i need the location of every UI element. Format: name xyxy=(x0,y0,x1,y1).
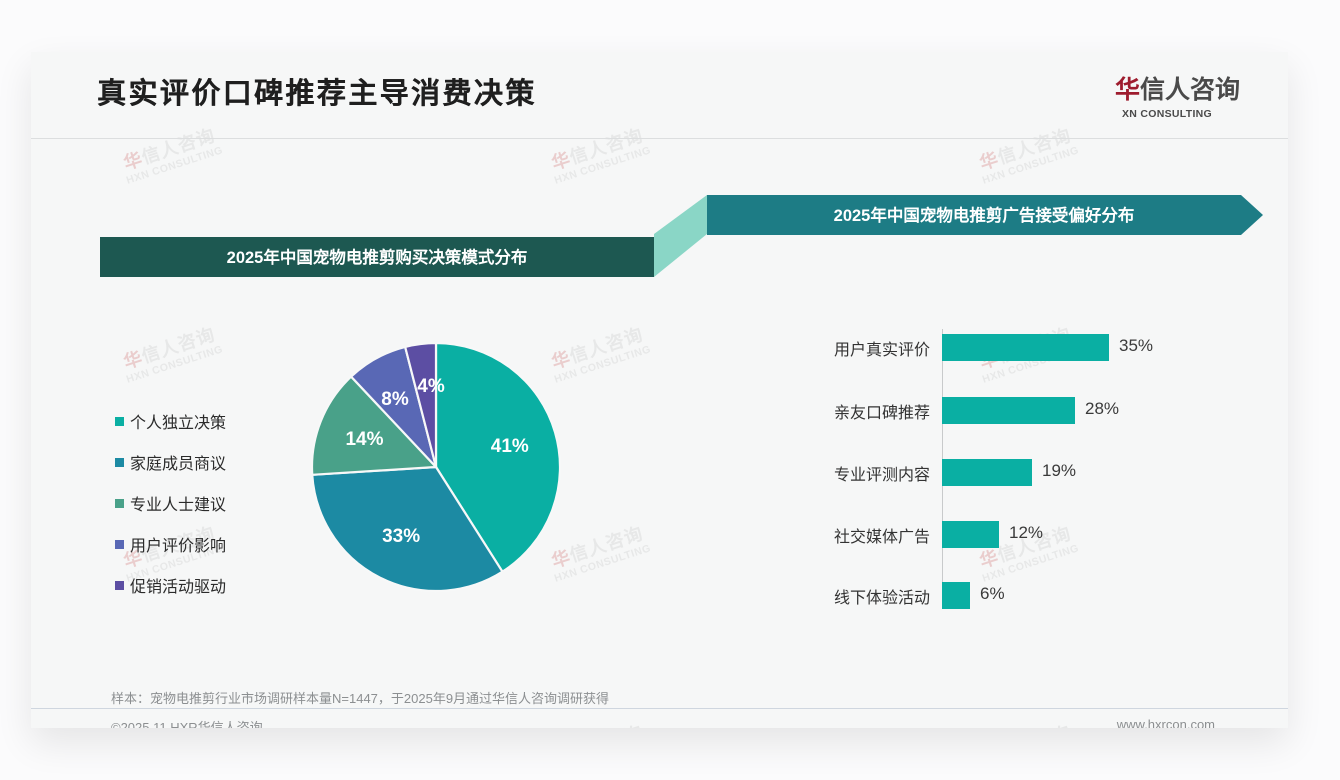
svg-text:14%: 14% xyxy=(345,429,383,450)
svg-text:4%: 4% xyxy=(417,376,445,397)
svg-text:8%: 8% xyxy=(381,389,409,410)
svg-text:41%: 41% xyxy=(491,436,529,457)
svg-text:33%: 33% xyxy=(382,526,420,547)
